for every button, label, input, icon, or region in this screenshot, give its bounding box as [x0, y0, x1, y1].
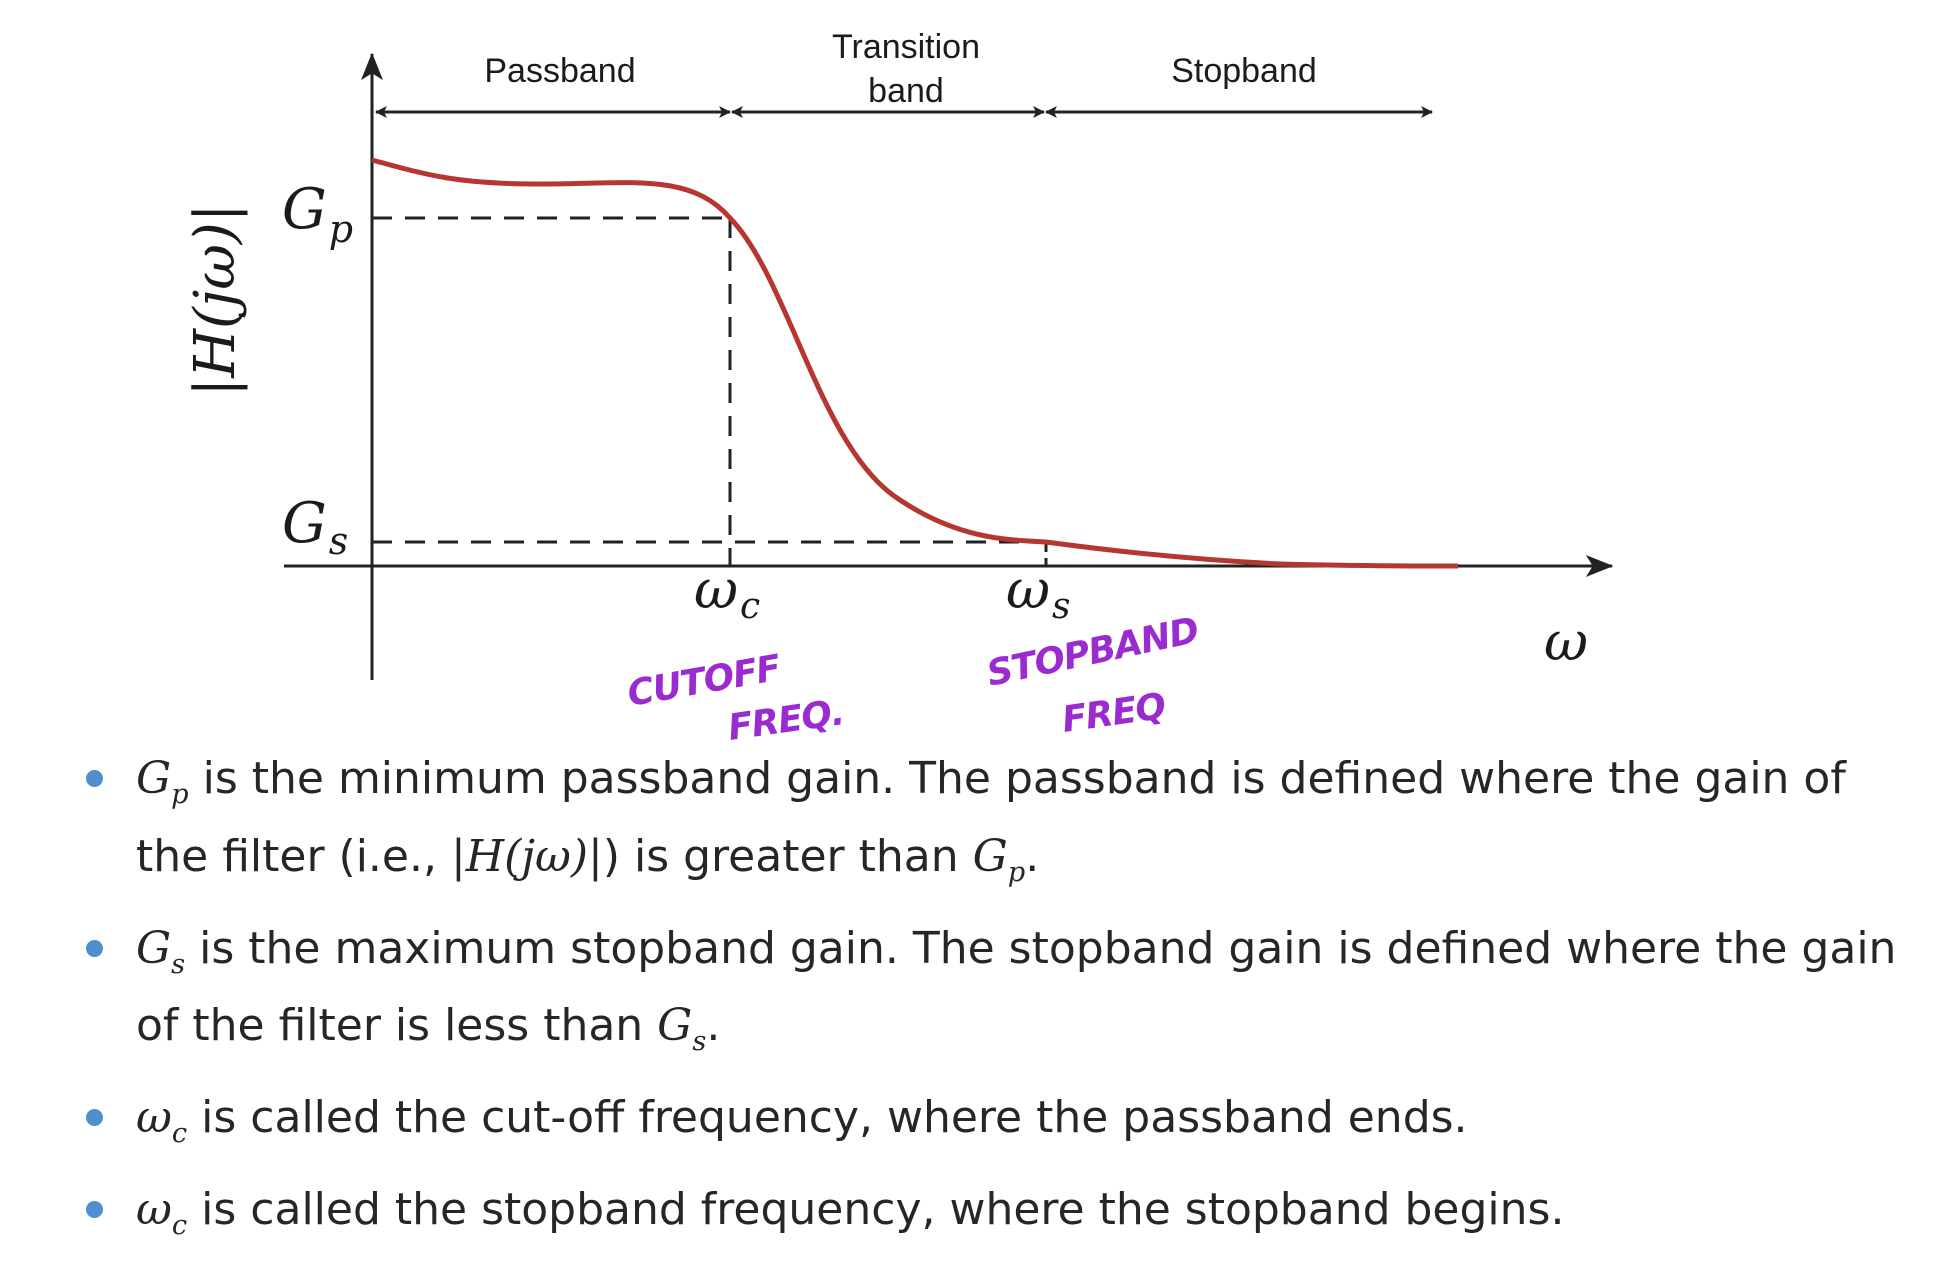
cutoff-frequency-label: ωc: [694, 558, 760, 627]
filter-response-diagram: Passband Transition band Stopband |H(jω)…: [183, 28, 1614, 740]
transition-band-label-line2: band: [868, 72, 944, 110]
definition-cutoff-frequency: ωc is called the cut-off frequency, wher…: [78, 1087, 1898, 1165]
bullet-icon: [86, 1200, 103, 1218]
symbol-omega-c: ωc: [136, 1183, 188, 1241]
definition-passband-gain: Gp is the minimum passband gain. The pas…: [78, 748, 1898, 904]
symbol-gp: Gp: [136, 753, 189, 810]
definition-text: is called the stopband frequency, where …: [187, 1183, 1565, 1235]
passband-label: Passband: [484, 52, 635, 90]
handwritten-stopband-line1: STOPBAND: [983, 610, 1202, 695]
symbol-gp-tail: Gp: [972, 830, 1026, 888]
definition-text-end: .: [706, 1000, 721, 1052]
definition-text-end: .: [1025, 830, 1040, 882]
passband-gain-label: Gp: [282, 177, 353, 251]
inline-math: |H(jω)|: [450, 830, 603, 882]
x-axis-label: ω: [1544, 610, 1588, 673]
symbol-omega-c: ωc: [136, 1092, 188, 1149]
definition-stopband-gain: Gs is the maximum stopband gain. The sto…: [78, 918, 1898, 1074]
bullet-icon: [86, 770, 103, 787]
handwritten-stopband-line2: FREQ: [1060, 686, 1169, 740]
symbol-gs-tail: Gs: [657, 1000, 707, 1058]
filter-response-curve: [371, 157, 1459, 569]
stopband-frequency-label: ωs: [1006, 558, 1071, 627]
definition-stopband-frequency: ωc is called the stopband frequency, whe…: [78, 1179, 1898, 1257]
definition-text: is the minimum passband gain. The passba…: [136, 753, 1846, 882]
transition-band-label-line1: Transition: [832, 28, 980, 66]
symbol-gs: Gs: [136, 922, 186, 980]
definition-text: is the maximum stopband gain. The stopba…: [136, 922, 1897, 1052]
stopband-label: Stopband: [1171, 52, 1317, 90]
definition-text-middle: ) is greater than: [602, 830, 973, 882]
definition-list: Gp is the minimum passband gain. The pas…: [78, 748, 1898, 1271]
y-axis-label: |H(jω)|: [183, 203, 248, 396]
handwritten-cutoff-line2: FREQ.: [726, 692, 847, 740]
stopband-gain-label: Gs: [282, 491, 348, 563]
bullet-icon: [86, 939, 103, 957]
bullet-icon: [86, 1109, 103, 1127]
definition-text: is called the cut-off frequency, where t…: [187, 1092, 1468, 1144]
